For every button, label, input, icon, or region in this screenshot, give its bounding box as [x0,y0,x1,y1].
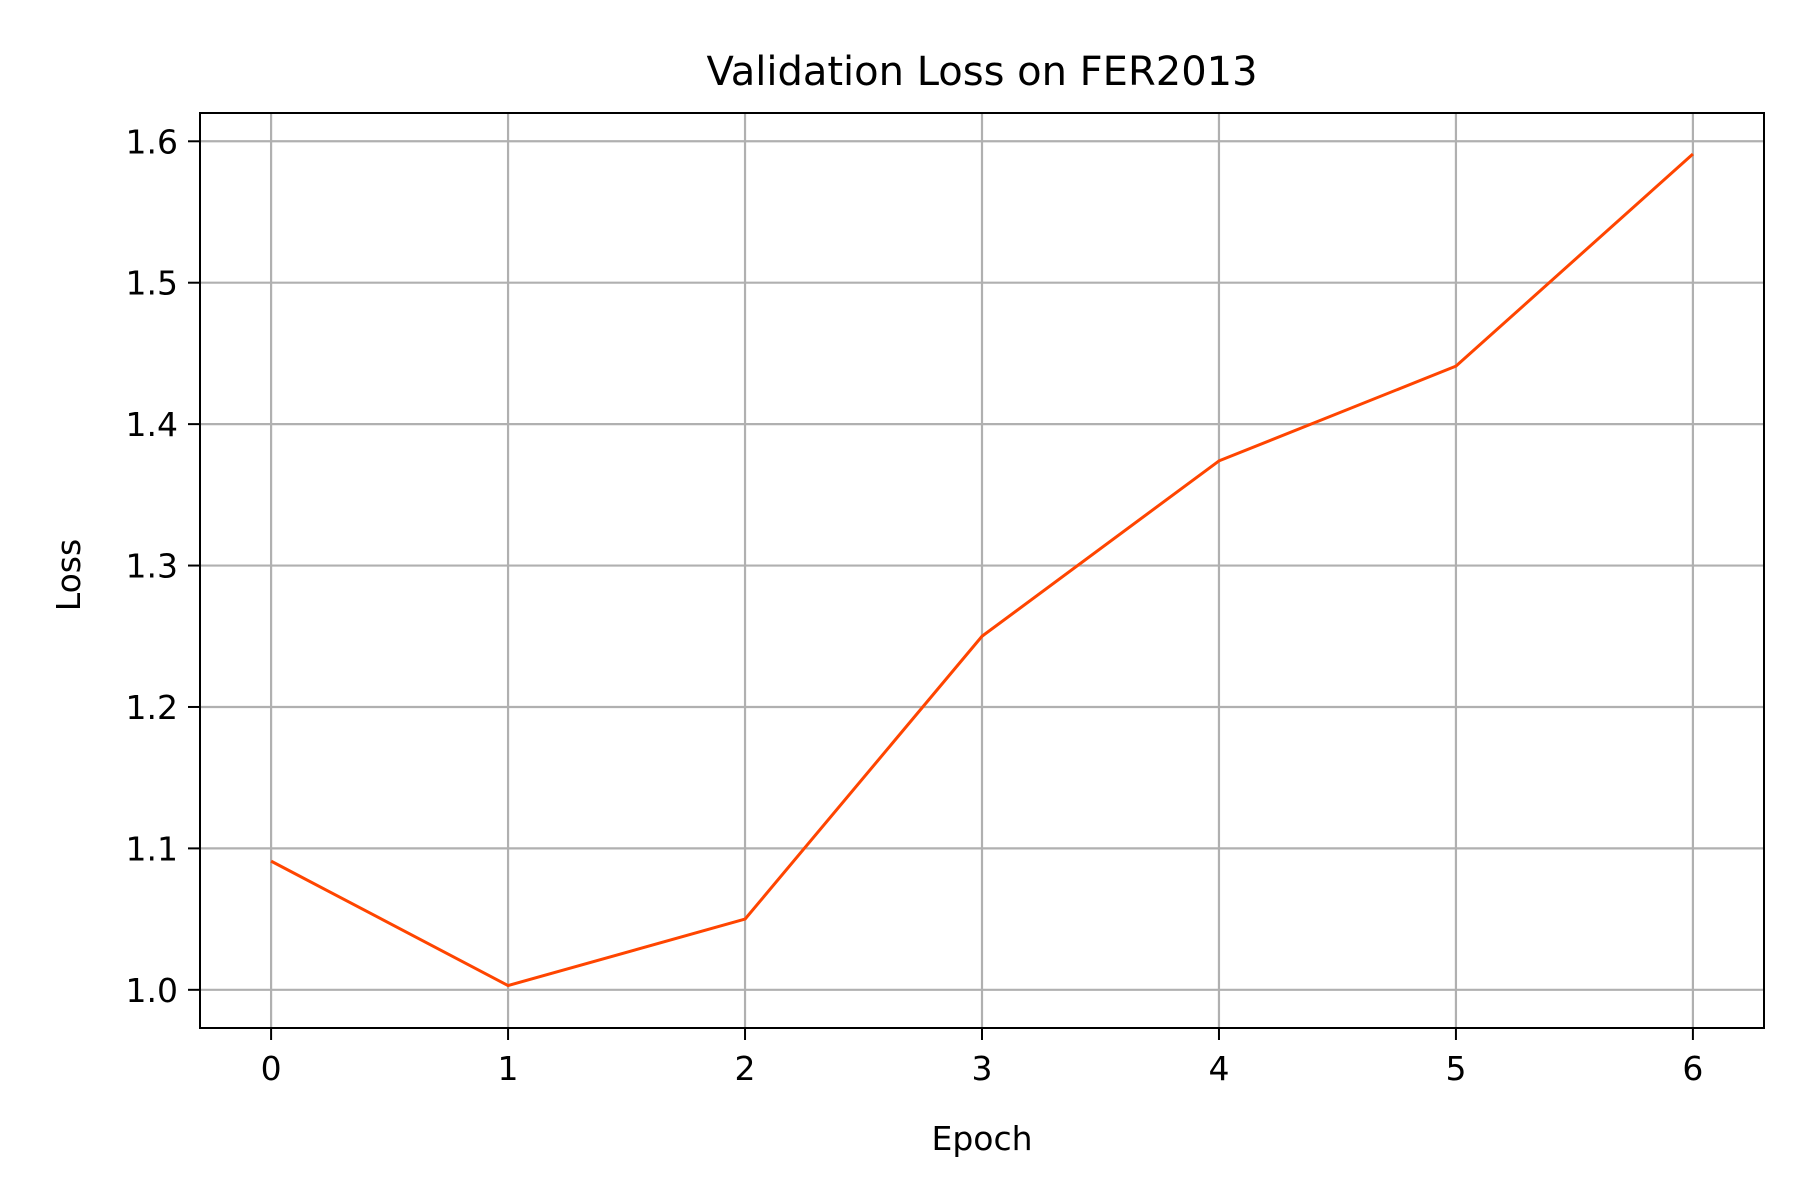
x-tick-label: 3 [972,1049,993,1088]
series-line [270,152,1694,988]
x-axis-label: Epoch [931,1119,1032,1158]
x-tick-label: 4 [1208,1049,1229,1088]
y-tick-label: 1.6 [126,122,178,161]
x-tick-label: 0 [261,1049,282,1088]
x-tick-label: 6 [1682,1049,1703,1088]
x-axis: 0 1 2 3 4 5 6 [261,1028,1703,1088]
chart-title: Validation Loss on FER2013 [706,49,1257,95]
y-tick-label: 1.2 [126,688,178,727]
y-axis-label: Loss [49,539,88,611]
y-tick-label: 1.4 [126,405,178,444]
series-layer [270,152,1694,988]
x-tick-label: 5 [1445,1049,1466,1088]
y-tick-label: 1.5 [126,264,178,303]
x-tick-label: 2 [735,1049,756,1088]
grid [200,113,1764,1028]
y-tick-label: 1.1 [126,829,178,868]
y-axis: 1.0 1.1 1.2 1.3 1.4 1.5 1.6 [126,122,200,1010]
y-tick-label: 1.3 [126,547,178,586]
x-tick-label: 1 [498,1049,519,1088]
y-tick-label: 1.0 [126,971,178,1010]
